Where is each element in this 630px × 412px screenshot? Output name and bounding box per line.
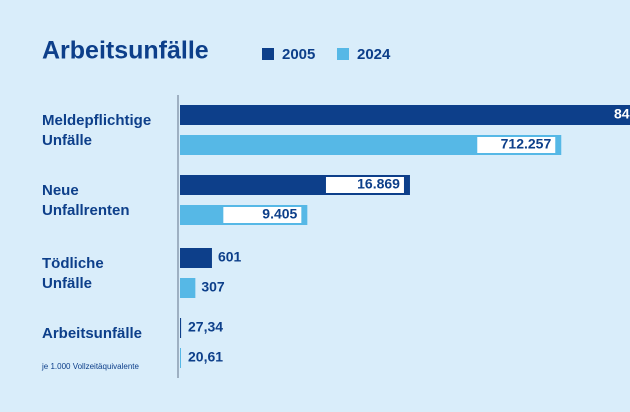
legend-swatch — [337, 48, 349, 60]
value-label: 84 — [614, 106, 630, 122]
label-box — [325, 177, 404, 193]
value-label: 27,34 — [188, 319, 223, 335]
label-box — [223, 207, 302, 223]
bar — [180, 105, 630, 125]
category-subtitle: je 1.000 Vollzeitäquivalente — [42, 362, 139, 371]
value-label: 601 — [218, 249, 242, 265]
value-label: 9.405 — [262, 206, 297, 222]
category-label: Tödliche Unfälle — [42, 255, 104, 292]
category-label: Arbeitsunfälle — [42, 325, 143, 342]
category-label: Meldepflichtige Unfälle — [42, 112, 152, 149]
bar — [180, 278, 196, 298]
bar — [180, 248, 212, 268]
bar — [180, 135, 562, 155]
chart-title: Arbeitsunfälle — [42, 37, 209, 65]
bar — [180, 348, 181, 368]
label-box — [477, 137, 556, 153]
value-label: 16.869 — [357, 176, 400, 192]
legend-label: 2024 — [357, 46, 391, 63]
bar — [180, 318, 182, 338]
value-label: 712.257 — [501, 136, 552, 152]
category-label: Neue Unfallrenten — [42, 182, 130, 219]
legend-swatch — [262, 48, 274, 60]
legend-label: 2005 — [282, 46, 315, 63]
value-label: 20,61 — [188, 349, 223, 365]
value-label: 307 — [201, 279, 225, 295]
